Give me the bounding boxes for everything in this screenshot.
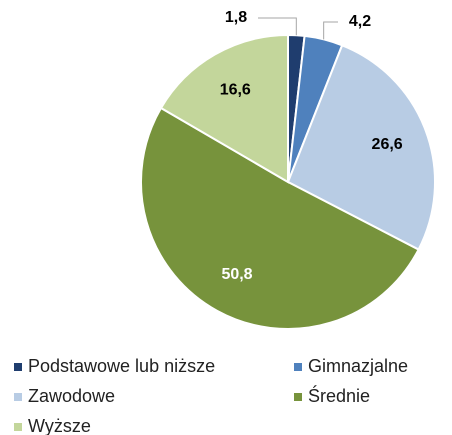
pie-slice	[159, 33, 289, 184]
legend-swatch	[14, 393, 22, 401]
data-label: 1,8	[225, 9, 247, 26]
leader-line	[258, 17, 297, 36]
legend-label: Gimnazjalne	[308, 356, 408, 376]
leader-line	[323, 21, 338, 40]
data-label: 26,6	[372, 136, 403, 153]
pie-slice	[286, 44, 436, 251]
legend-label: Wyższe	[28, 416, 91, 435]
legend-swatch	[294, 363, 302, 371]
legend-label: Podstawowe lub niższe	[28, 356, 215, 376]
legend-swatch	[294, 393, 302, 401]
data-label: 4,2	[349, 13, 371, 30]
data-label: 16,6	[220, 81, 251, 98]
data-label: 50,8	[221, 266, 252, 283]
legend-swatch	[14, 423, 22, 431]
legend-label: Średnie	[308, 385, 370, 406]
legend-swatch	[14, 363, 22, 371]
legend-label: Zawodowe	[28, 386, 115, 406]
pie-slice	[140, 106, 420, 330]
